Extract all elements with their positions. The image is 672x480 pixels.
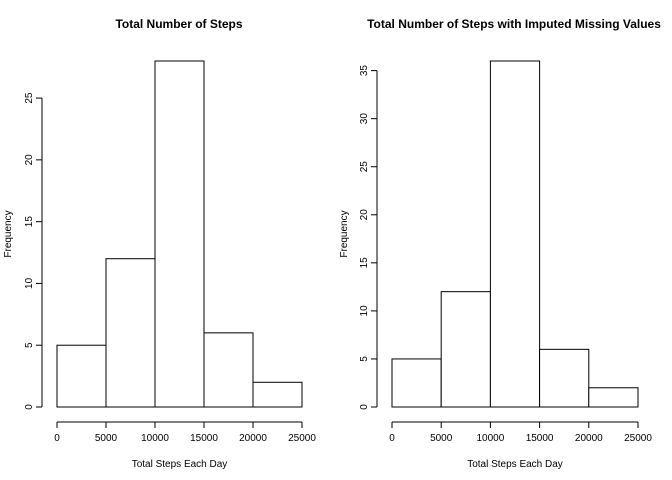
x-axis: 0 5000 10000 15000 20000 25000 (389, 421, 652, 444)
histogram-bar (440, 291, 491, 408)
histogram-bar (252, 381, 303, 408)
y-tick-label: 15 (24, 216, 35, 228)
chart-title: Total Number of Steps with Imputed Missi… (367, 17, 661, 31)
x-tick-label: 15000 (190, 433, 218, 444)
histogram-bar (539, 348, 590, 408)
y-axis: 0 5 10 15 20 25 (24, 92, 43, 410)
x-tick-label: 10000 (476, 433, 504, 444)
y-tick-label: 20 (24, 154, 35, 166)
x-tick-label: 10000 (141, 433, 169, 444)
x-tick-label: 25000 (624, 433, 652, 444)
y-tick-label: 35 (359, 65, 370, 77)
bars (56, 60, 303, 408)
histogram-bar (154, 60, 205, 408)
x-tick-label: 0 (389, 433, 395, 444)
x-tick-label: 20000 (575, 433, 603, 444)
x-axis-label: Total Steps Each Day (467, 459, 563, 470)
y-tick-label: 5 (359, 356, 370, 362)
x-axis-label: Total Steps Each Day (132, 459, 228, 470)
y-tick-label: 10 (359, 305, 370, 317)
bars (391, 60, 639, 408)
chart-title: Total Number of Steps (115, 17, 242, 31)
y-axis: 0 5 10 15 20 25 30 35 (359, 65, 378, 410)
y-tick-label: 0 (359, 404, 370, 410)
x-tick-label: 5000 (430, 433, 453, 444)
histogram-bar (203, 332, 254, 408)
histogram-bar (105, 258, 156, 408)
y-tick-label: 10 (24, 277, 35, 289)
x-tick-label: 20000 (239, 433, 267, 444)
histogram-bar (56, 344, 107, 408)
x-tick-label: 25000 (288, 433, 316, 444)
y-tick-label: 15 (359, 257, 370, 269)
histogram-bar (489, 60, 541, 408)
histogram-panel-left: Total Number of Steps Total Steps Each D… (3, 17, 316, 470)
x-tick-label: 15000 (526, 433, 554, 444)
histogram-bar (588, 387, 639, 408)
y-tick-label: 5 (24, 342, 35, 348)
x-tick-label: 0 (54, 433, 60, 444)
x-axis: 0 5000 10000 15000 20000 25000 (54, 421, 316, 444)
y-tick-label: 25 (359, 161, 370, 173)
histogram-panel-right: Total Number of Steps with Imputed Missi… (339, 17, 661, 470)
histogram-bar (391, 358, 442, 408)
y-axis-label: Frequency (3, 210, 14, 257)
y-tick-label: 0 (24, 404, 35, 410)
y-axis-label: Frequency (339, 210, 350, 257)
y-tick-label: 20 (359, 209, 370, 221)
y-tick-label: 30 (359, 113, 370, 125)
x-tick-label: 5000 (95, 433, 118, 444)
y-tick-label: 25 (24, 92, 35, 104)
